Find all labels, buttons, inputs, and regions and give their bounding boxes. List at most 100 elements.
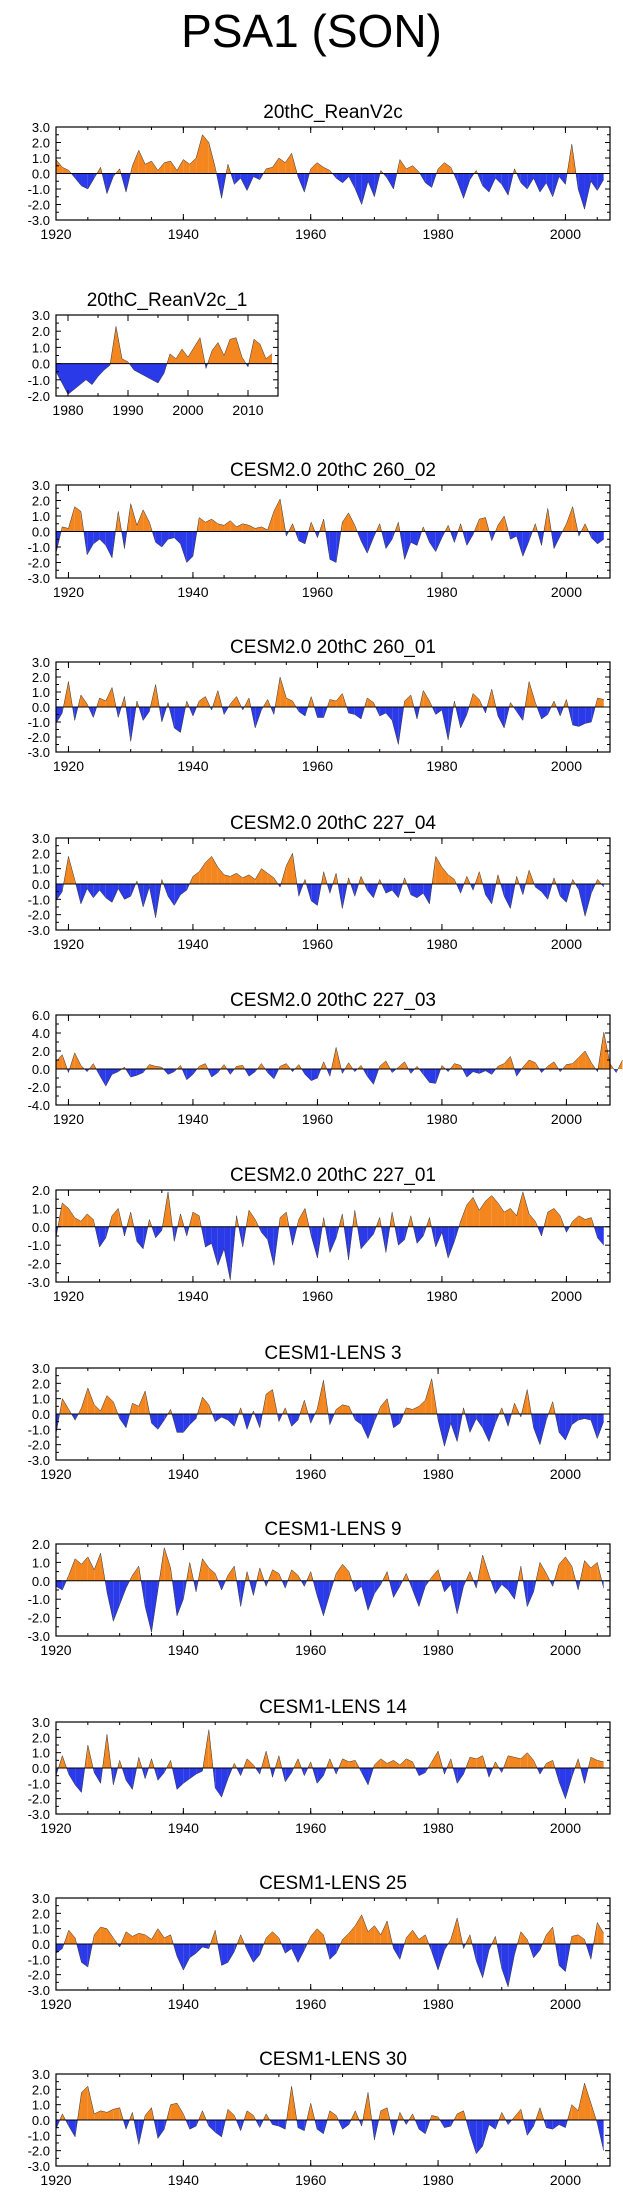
positive-area-segment xyxy=(348,1925,356,1944)
y-tick-label: 3.0 xyxy=(32,2067,50,2082)
negative-area-segment xyxy=(510,531,517,540)
negative-area-segment xyxy=(317,707,324,718)
negative-area-segment xyxy=(385,531,393,549)
negative-area-segment xyxy=(423,1069,430,1083)
negative-area-segment xyxy=(460,707,467,728)
y-tick-label: 6.0 xyxy=(32,1008,50,1023)
x-tick-label: 1960 xyxy=(295,1466,326,1482)
y-tick-label: 1.0 xyxy=(32,685,50,700)
positive-area-segment xyxy=(597,1922,604,1944)
positive-area-segment xyxy=(199,517,206,532)
negative-area-segment xyxy=(99,531,106,546)
negative-area-segment xyxy=(418,1768,426,1776)
negative-area-segment xyxy=(501,1944,509,1987)
negative-area-segment xyxy=(99,1226,106,1248)
positive-area-segment xyxy=(412,165,419,174)
positive-area-segment xyxy=(546,1760,553,1768)
negative-area-segment xyxy=(508,1580,515,1600)
y-tick-label: 3.0 xyxy=(32,308,50,323)
positive-area-segment xyxy=(448,874,455,884)
y-tick-label: 4.0 xyxy=(32,1026,50,1041)
positive-area-segment xyxy=(399,159,407,174)
negative-area-segment xyxy=(158,363,164,384)
y-tick-label: 1.0 xyxy=(32,1746,50,1761)
negative-area-segment xyxy=(176,1768,184,1790)
series-line xyxy=(55,2082,604,2155)
negative-area-segment xyxy=(176,1944,184,1971)
negative-area-segment xyxy=(438,1414,445,1447)
positive-area-segment xyxy=(138,1933,146,1944)
chart-title: CESM1-LENS 30 xyxy=(259,2049,407,2070)
negative-area-segment xyxy=(469,1414,477,1433)
negative-area-segment xyxy=(329,1226,337,1253)
positive-area-segment xyxy=(336,693,343,707)
negative-area-segment xyxy=(329,531,337,563)
positive-area-segment xyxy=(368,1925,375,1944)
chart-title: CESM2.0 20thC 227_03 xyxy=(230,990,436,1011)
negative-area-segment xyxy=(112,1069,119,1075)
negative-area-segment xyxy=(435,531,442,552)
x-tick-label: 1940 xyxy=(168,1642,199,1658)
x-tick-label: 1980 xyxy=(422,226,453,242)
negative-area-segment xyxy=(476,1414,483,1428)
chart-title: 20thC_ReanV2c_1 xyxy=(87,290,248,311)
positive-area-segment xyxy=(423,690,430,707)
y-tick-label: -3.0 xyxy=(28,745,50,760)
negative-area-segment xyxy=(466,1069,474,1078)
positive-area-segment xyxy=(572,1215,579,1227)
negative-area-segment xyxy=(368,1414,375,1439)
y-tick-label: 3.0 xyxy=(32,1361,50,1376)
negative-area-segment xyxy=(234,173,241,185)
negative-area-segment xyxy=(516,707,523,721)
negative-area-segment xyxy=(501,1580,509,1590)
positive-area-segment xyxy=(329,2110,337,2120)
negative-area-segment xyxy=(143,707,150,721)
positive-area-segment xyxy=(473,693,480,707)
negative-area-segment xyxy=(404,531,411,560)
negative-area-segment xyxy=(412,1580,419,1607)
chart-title: CESM1-LENS 9 xyxy=(264,1519,401,1540)
positive-area-segment xyxy=(329,699,337,707)
positive-area-segment xyxy=(584,1560,591,1581)
negative-area-segment xyxy=(86,363,92,385)
x-tick-label: 1940 xyxy=(177,1111,208,1127)
negative-area-segment xyxy=(106,1580,114,1622)
negative-area-segment xyxy=(208,2120,216,2133)
x-tick-label: 2000 xyxy=(550,226,581,242)
negative-area-segment xyxy=(367,531,374,554)
y-tick-label: -3.0 xyxy=(28,571,50,586)
positive-area-segment xyxy=(242,523,249,532)
series-line xyxy=(55,1729,604,1800)
negative-area-segment xyxy=(348,173,356,189)
negative-area-segment xyxy=(261,1226,268,1240)
negative-area-segment xyxy=(62,363,68,395)
positive-area-segment xyxy=(497,1202,505,1227)
negative-area-segment xyxy=(479,1069,486,1074)
negative-area-segment xyxy=(565,1768,572,1799)
positive-area-segment xyxy=(578,2083,585,2120)
negative-area-segment xyxy=(410,884,418,898)
positive-area-segment xyxy=(248,874,256,884)
positive-area-segment xyxy=(217,523,225,532)
negative-area-segment xyxy=(355,173,362,205)
positive-area-segment xyxy=(298,1208,305,1227)
negative-area-segment xyxy=(482,1944,490,1978)
negative-area-segment xyxy=(253,173,260,180)
negative-area-segment xyxy=(485,884,492,904)
y-tick-label: 3.0 xyxy=(32,831,50,846)
chart-panel-4: CESM2.0 20thC 227_04 3.02.01.00.0-1.0-2.0… xyxy=(28,813,611,952)
negative-area-segment xyxy=(497,707,505,728)
positive-area-segment xyxy=(81,1556,88,1581)
negative-area-segment xyxy=(584,173,591,210)
positive-area-segment xyxy=(406,165,413,174)
positive-area-segment xyxy=(202,1558,209,1581)
negative-area-segment xyxy=(361,1580,369,1611)
figure-title: PSA1 (SON) xyxy=(181,5,442,57)
negative-area-segment xyxy=(398,1226,405,1246)
x-tick-label: 2000 xyxy=(551,936,582,952)
positive-area-segment xyxy=(211,519,218,532)
positive-area-segment xyxy=(94,1553,101,1581)
negative-area-segment xyxy=(180,884,187,895)
y-tick-label: 2.0 xyxy=(32,846,50,861)
